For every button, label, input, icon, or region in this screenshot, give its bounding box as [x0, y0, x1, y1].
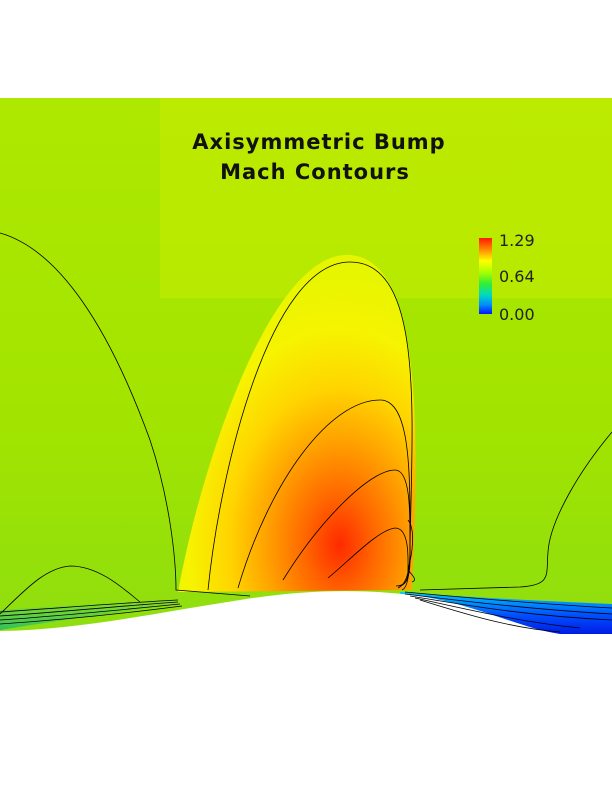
supersonic-region — [178, 254, 416, 592]
contour-right-lobe — [419, 431, 612, 591]
bump-wall — [0, 591, 612, 792]
contour-lines — [0, 232, 612, 633]
contour-shock — [407, 519, 415, 583]
legend-max-label: 1.29 — [499, 231, 535, 250]
contour-bubble-3 — [282, 469, 411, 587]
legend-mid-label: 0.64 — [499, 267, 535, 286]
contour-bubble-4 — [327, 527, 409, 587]
contour-left-lobe — [0, 232, 251, 597]
plot-title-line-2: Mach Contours — [220, 160, 410, 184]
legend-color-bar — [479, 238, 492, 314]
plot-title-line-1: Axisymmetric Bump — [192, 130, 445, 154]
contour-left-hump — [0, 565, 141, 615]
boundary-layer-region — [0, 600, 180, 630]
legend-min-label: 0.00 — [499, 305, 535, 324]
upper-field-tint — [160, 98, 612, 298]
color-legend: 1.29 0.64 0.00 — [479, 231, 535, 324]
